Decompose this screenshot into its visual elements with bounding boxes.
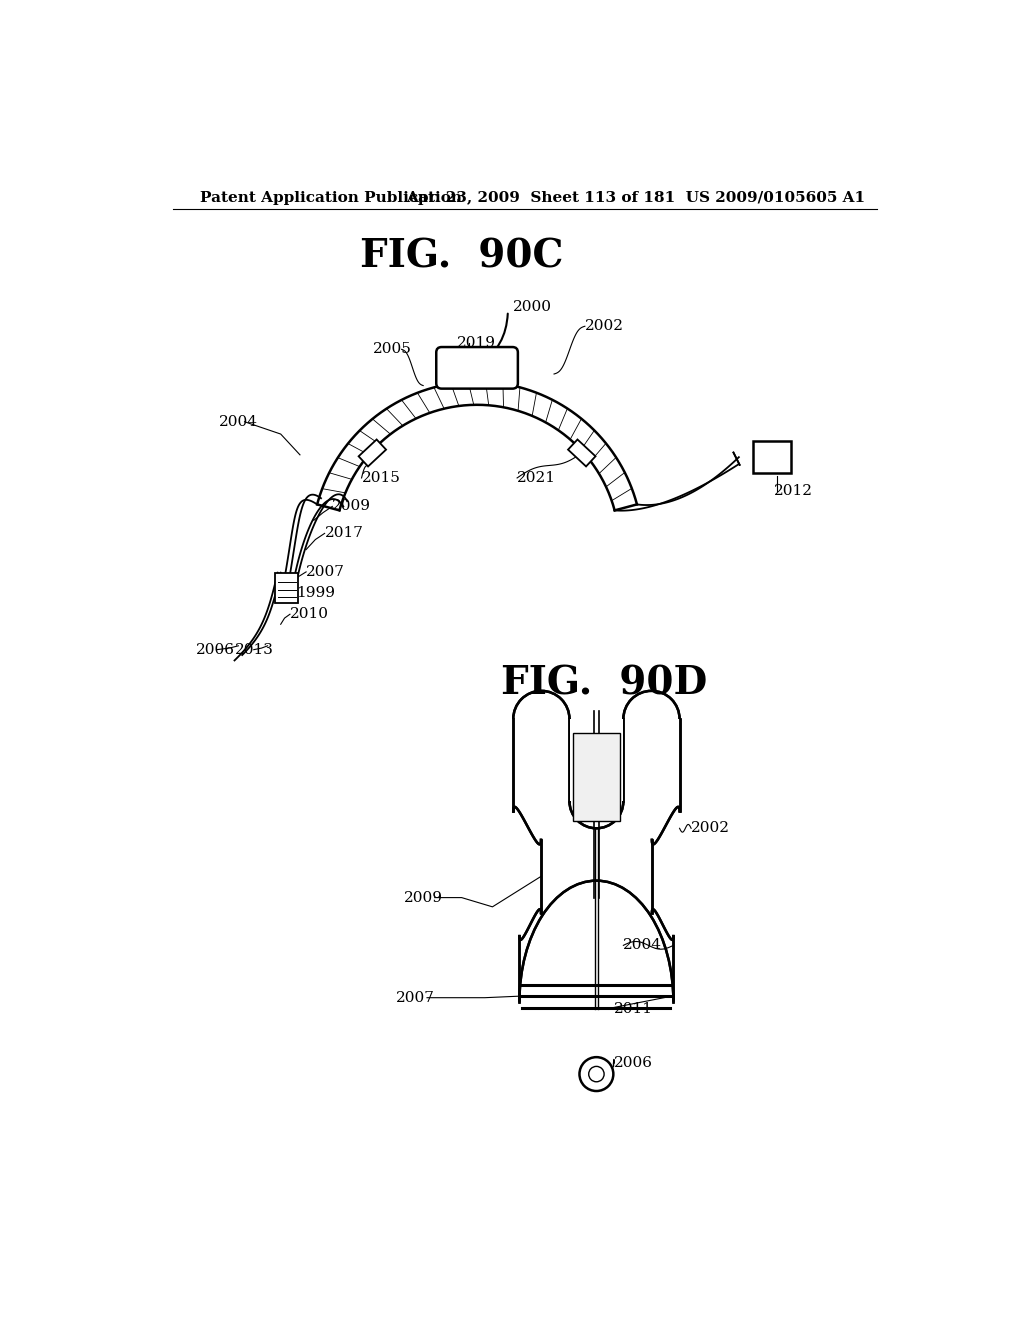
Text: 2017: 2017 [325,527,364,540]
FancyBboxPatch shape [514,719,679,1125]
Text: FIG.  90D: FIG. 90D [501,664,708,702]
Text: 2019: 2019 [457,337,496,350]
Text: 2005: 2005 [373,342,412,356]
Text: 2010: 2010 [290,607,329,622]
Text: 2007: 2007 [306,565,345,579]
Text: 1999: 1999 [296,586,335,601]
Circle shape [589,1067,604,1082]
Text: 2000: 2000 [513,300,552,314]
Polygon shape [317,381,637,511]
Text: 2009: 2009 [333,499,372,513]
Text: FIG.  90C: FIG. 90C [359,238,563,276]
Text: 2015: 2015 [361,471,400,484]
Text: 2002: 2002 [585,319,624,333]
Text: 2004: 2004 [624,939,663,952]
Text: Apr. 23, 2009  Sheet 113 of 181  US 2009/0105605 A1: Apr. 23, 2009 Sheet 113 of 181 US 2009/0… [407,191,865,206]
Bar [570,719,623,801]
Text: 2004: 2004 [219,414,258,429]
Text: 2009: 2009 [403,891,443,904]
Text: Patent Application Publication: Patent Application Publication [200,191,462,206]
Text: 2011: 2011 [614,1002,653,1016]
Text: 2006: 2006 [614,1056,653,1071]
Bar [275,573,298,603]
Text: 2006: 2006 [196,643,236,656]
Text: 2021: 2021 [517,471,556,484]
Bar [568,440,596,466]
Text: 2002: 2002 [691,821,730,836]
Bar [358,440,386,466]
Text: 2007: 2007 [396,991,435,1005]
Bar [753,441,792,474]
Circle shape [580,1057,613,1092]
Text: 2012: 2012 [773,484,812,498]
Text: 2013: 2013 [236,643,274,656]
Bar [572,733,621,821]
FancyBboxPatch shape [436,347,518,388]
